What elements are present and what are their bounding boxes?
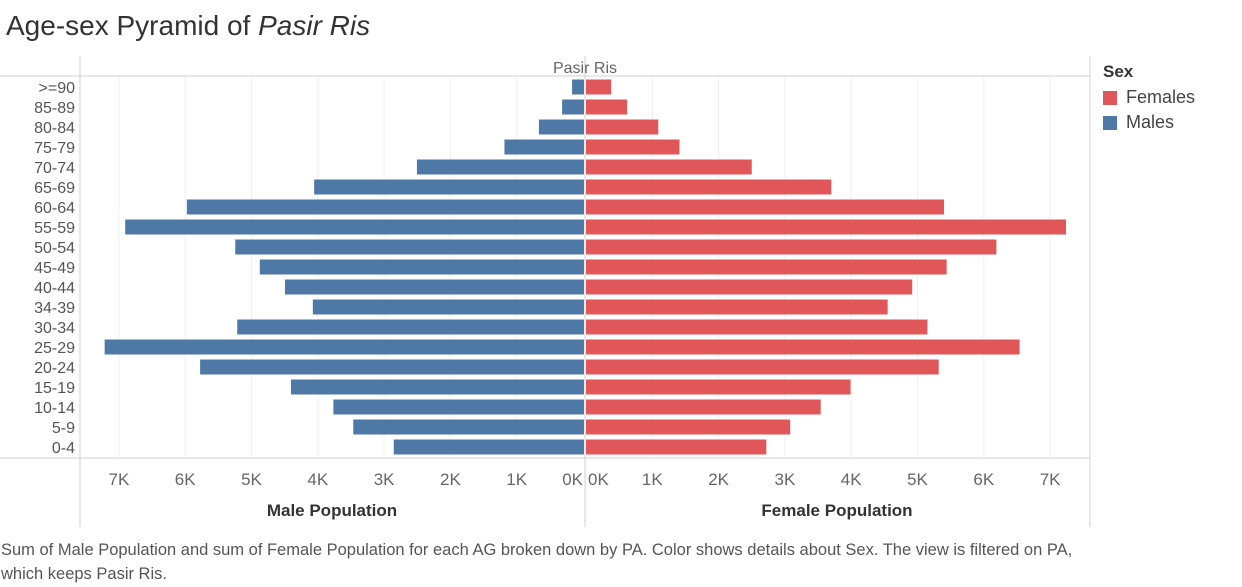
female-axis-tick: 0K [588,470,609,489]
male-bar[interactable] [237,319,584,335]
category-label: 65-69 [34,180,75,197]
legend-title: Sex [1103,62,1134,81]
male-axis-tick: 1K [506,470,527,489]
male-axis-tick: 5K [241,470,262,489]
chart-frame [0,56,1091,527]
female-axis-tick: 6K [973,470,994,489]
category-label: 50-54 [34,240,75,257]
female-bar[interactable] [586,419,791,435]
female-bar[interactable] [586,159,752,175]
category-label: 60-64 [34,200,75,217]
male-bar[interactable] [562,99,584,115]
female-bar[interactable] [586,199,945,215]
female-bar[interactable] [586,279,913,295]
male-axis-tick: 0K [562,470,583,489]
female-bar[interactable] [586,439,767,455]
male-bar[interactable] [125,219,584,235]
category-label: 55-59 [34,220,75,237]
female-bar[interactable] [586,79,612,95]
male-bar[interactable] [538,119,584,135]
male-axis-tick: 4K [307,470,328,489]
male-bar[interactable] [572,79,584,95]
male-bar[interactable] [290,379,584,395]
legend-item-males[interactable]: Males [1103,110,1195,135]
female-bar[interactable] [586,319,928,335]
female-bar[interactable] [586,339,1020,355]
category-label: 10-14 [34,400,75,417]
category-label: 30-34 [34,320,75,337]
female-bar[interactable] [586,299,888,315]
female-axis-tick: 1K [642,470,663,489]
female-axis-title: Female Population [761,501,912,520]
males-swatch [1103,115,1117,130]
male-axis-tick: 2K [440,470,461,489]
legend-item-females[interactable]: Females [1103,85,1195,110]
male-bar[interactable] [504,139,584,155]
category-label: 15-19 [34,380,75,397]
category-label: 20-24 [34,360,75,377]
legend-label-males: Males [1126,112,1175,132]
category-label: 80-84 [34,120,75,137]
male-axis-tick: 3K [374,470,395,489]
category-label: 75-79 [34,140,75,157]
category-label: >=90 [39,80,76,97]
female-axis-tick: 4K [841,470,862,489]
category-labels: >=90 85-89 80-84 75-79 70-74 65-69 60-64 55-59 5… [34,80,75,457]
category-label: 25-29 [34,340,75,357]
male-bar[interactable] [333,399,584,415]
female-axis-tick: 2K [708,470,729,489]
category-label: 34-39 [34,300,75,317]
male-axis-tick: 7K [109,470,130,489]
female-bar[interactable] [586,119,659,135]
chart-title: Age-sex Pyramid of Pasir Ris [6,10,370,42]
female-bar[interactable] [586,219,1067,235]
category-label: 70-74 [34,160,75,177]
category-label: 0-4 [52,440,75,457]
male-bar[interactable] [353,419,584,435]
male-bar[interactable] [416,159,584,175]
category-label: 40-44 [34,280,75,297]
female-axis-tick: 5K [907,470,928,489]
female-bar[interactable] [586,359,939,375]
male-bar[interactable] [314,179,584,195]
female-bar[interactable] [586,379,851,395]
male-bar[interactable] [186,199,584,215]
female-axis-tick: 3K [775,470,796,489]
male-bar[interactable] [200,359,585,375]
female-axis-tick: 7K [1040,470,1061,489]
legend-label-females: Females [1126,87,1196,107]
male-bar[interactable] [259,259,584,275]
category-label: 5-9 [52,420,75,437]
male-bar[interactable] [235,239,584,255]
male-bar[interactable] [284,279,584,295]
female-bar[interactable] [586,259,947,275]
female-bar[interactable] [586,99,628,115]
bars [104,79,1067,455]
female-bar[interactable] [586,399,821,415]
pane-header: Pasir Ris [553,60,617,77]
females-swatch [1103,90,1117,105]
male-bar[interactable] [104,339,584,355]
title-place: Pasir Ris [258,10,371,41]
female-bar[interactable] [586,139,680,155]
caption: Sum of Male Population and sum of Female… [1,541,1073,583]
male-axis-title: Male Population [267,501,397,520]
female-bar[interactable] [586,179,832,195]
tick-labels: 7K 6K 5K 4K 3K 2K 1K 0K 0K 1K 2K 3K 4K 5K 6K 7K [109,470,1062,489]
category-label: 45-49 [34,260,75,277]
female-bar[interactable] [586,239,997,255]
male-axis-tick: 6K [175,470,196,489]
male-bar[interactable] [393,439,584,455]
category-label: 85-89 [34,100,75,117]
male-bar[interactable] [312,299,584,315]
legend: Sex Females Males [1103,62,1195,135]
title-prefix: Age-sex Pyramid of [6,10,259,41]
